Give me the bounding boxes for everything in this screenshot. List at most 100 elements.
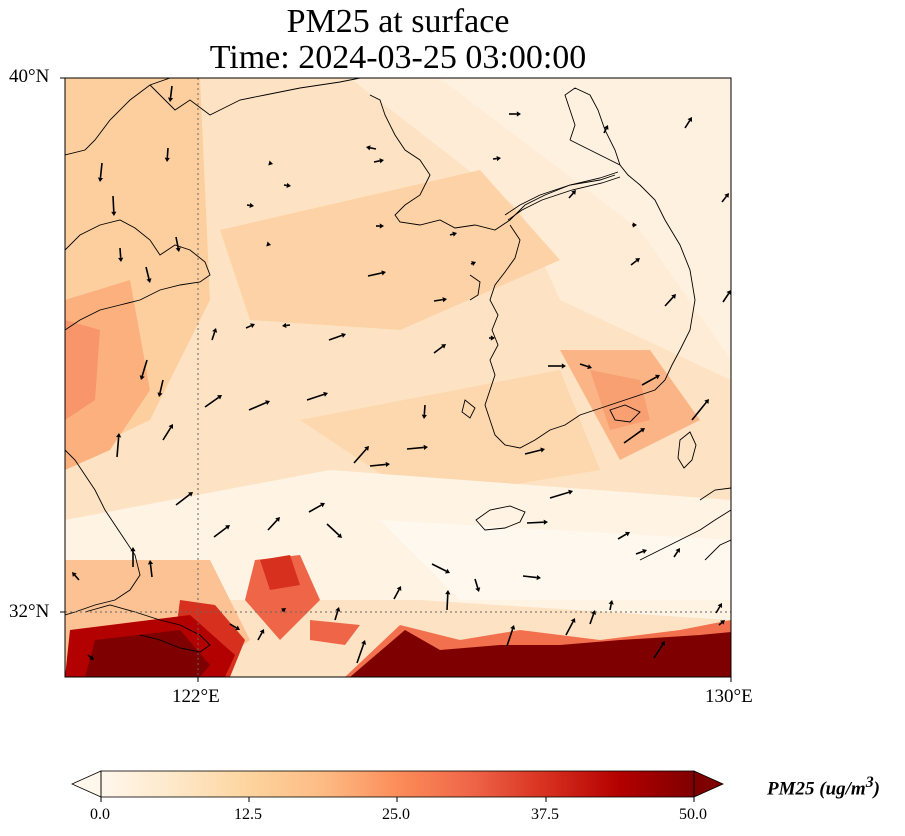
wind-arrow (630, 258, 640, 266)
wind-arrow (373, 158, 384, 164)
wind-arrow (721, 193, 729, 203)
wind-arrow (267, 517, 280, 531)
wind-arrow (664, 294, 676, 307)
wind-arrow (72, 572, 80, 581)
wind-arrow (433, 297, 447, 303)
colorbar-tick-25: 25.0 (382, 806, 410, 823)
colorbar-extend-max (693, 770, 724, 798)
pm25-field (65, 78, 731, 677)
wind-arrow (489, 335, 495, 341)
map-title-line1: PM25 at surface (286, 3, 510, 40)
colorbar-extend-min (71, 770, 102, 798)
wind-arrow (673, 548, 680, 558)
colorbar (71, 770, 724, 802)
wind-arrow (282, 322, 291, 329)
wind-arrow (565, 618, 576, 636)
colorbar-label-exponent: 3 (865, 774, 874, 791)
wind-arrow (145, 266, 152, 283)
wind-arrow (623, 428, 645, 444)
wind-arrow (522, 574, 541, 581)
wind-arrow (97, 162, 104, 182)
wind-arrow (421, 404, 427, 419)
wind-arrow (524, 447, 545, 455)
wind-arrow (167, 85, 174, 102)
wind-arrow (356, 640, 367, 664)
colorbar-tick-50: 50.0 (679, 806, 707, 823)
wind-arrow (118, 247, 124, 262)
wind-arrow (632, 222, 637, 228)
wind-arrow (474, 578, 481, 592)
gridlines (65, 78, 731, 677)
wind-arrow (617, 531, 630, 540)
wind-arrow (376, 223, 384, 229)
wind-arrow (353, 446, 369, 464)
wind-arrow (281, 608, 286, 613)
wind-arrow (431, 563, 450, 574)
wind-arrow (229, 623, 240, 631)
colorbar-tick-37-5: 37.5 (531, 806, 559, 823)
wind-arrow (393, 586, 402, 600)
wind-arrow (526, 519, 548, 525)
map-frame (64, 77, 732, 678)
wind-arrow (266, 241, 271, 247)
wind-arrow (257, 629, 265, 641)
wind-arrow (635, 548, 647, 555)
wind-arrow (211, 328, 218, 341)
wind-arrow (308, 502, 325, 513)
colorbar-tick-12-5: 12.5 (234, 806, 262, 823)
wind-arrow (470, 261, 476, 266)
wind-arrow (506, 625, 516, 647)
colorbar-gradient (101, 771, 694, 797)
wind-arrow (139, 359, 148, 380)
wind-arrow (369, 461, 390, 468)
lat-label-32n: 32°N (9, 601, 50, 622)
wind-arrow (449, 231, 457, 237)
wind-arrow (157, 379, 164, 397)
wind-arrow (641, 374, 660, 386)
wind-arrow (684, 117, 692, 129)
wind-arrow (691, 399, 709, 421)
colorbar-tick-0: 0.0 (90, 806, 110, 823)
map-title-line2: Time: 2024-03-25 03:00:00 (209, 39, 587, 76)
wind-arrow (87, 654, 94, 660)
wind-arrow (589, 610, 597, 625)
wind-arrow (147, 560, 154, 578)
wind-arrow (175, 492, 193, 506)
wind-arrow (116, 433, 122, 458)
lon-label-130e: 130°E (705, 686, 753, 707)
colorbar-label-close: ) (873, 778, 880, 800)
wind-arrow (268, 160, 273, 166)
wind-arrow (367, 270, 386, 277)
wind-arrow (204, 395, 222, 408)
wind-arrow (653, 641, 665, 659)
wind-arrow (328, 332, 346, 341)
wind-arrow (245, 323, 255, 329)
wind-arrow (130, 547, 136, 567)
wind-arrow (406, 444, 428, 450)
wind-arrow (603, 125, 609, 134)
wind-arrow (248, 400, 270, 411)
wind-arrow (366, 145, 377, 151)
wind-arrow (608, 600, 614, 611)
wind-arrow (568, 190, 576, 199)
wind-vectors (72, 85, 731, 664)
wind-arrow (111, 195, 117, 216)
wind-arrow (164, 147, 170, 162)
wind-arrow (283, 182, 291, 188)
lon-label-122e: 122°E (172, 686, 220, 707)
coastlines (65, 78, 731, 653)
wind-arrow (162, 424, 173, 441)
wind-arrow (579, 363, 592, 370)
wind-arrow (548, 363, 566, 369)
wind-arrow (549, 489, 573, 499)
wind-arrow (722, 290, 731, 303)
wind-arrow (433, 344, 446, 354)
wind-arrow (175, 236, 181, 252)
wind-arrow (334, 607, 341, 621)
wind-arrow (326, 523, 342, 538)
wind-arrow (213, 525, 230, 538)
wind-arrow (492, 155, 501, 162)
wind-arrow (715, 603, 723, 614)
wind-arrow (246, 202, 254, 208)
